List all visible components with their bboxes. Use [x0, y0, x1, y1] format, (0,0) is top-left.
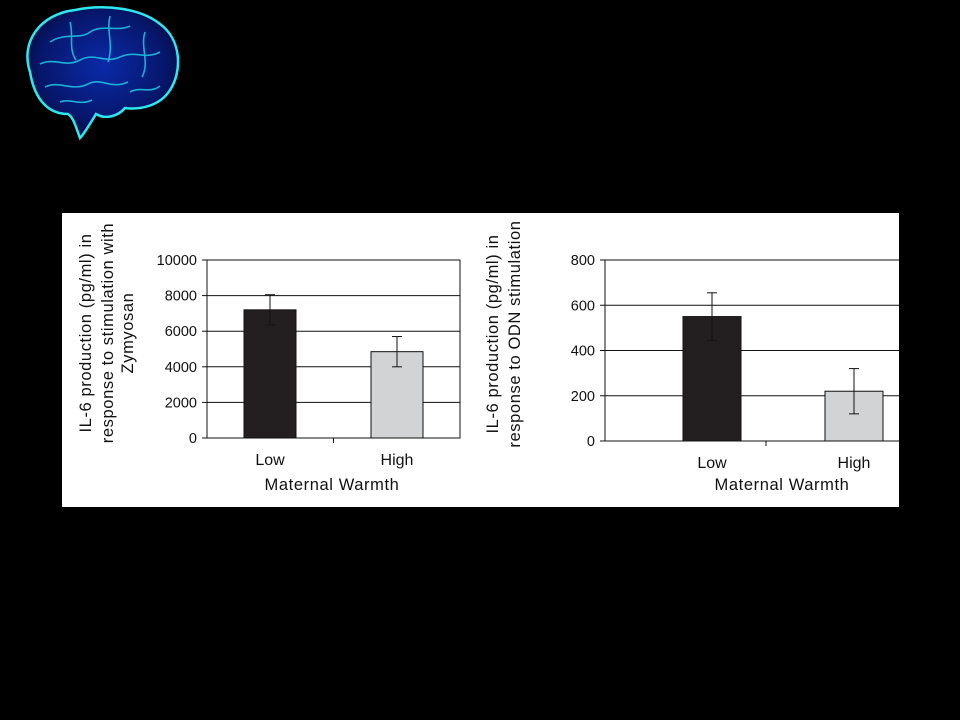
y-tick-label: 800	[571, 253, 595, 269]
y-tick-label: 2000	[165, 395, 197, 411]
y-tick-label: 4000	[165, 360, 197, 376]
x-axis-title: Maternal Warmth	[715, 476, 850, 494]
brain-icon	[26, 6, 180, 141]
y-tick-label: 200	[571, 389, 595, 405]
x-category-label-low: Low	[697, 455, 727, 472]
y-axis-title-line-1: IL-6 production (pg/ml) in	[77, 233, 95, 432]
bar-low	[243, 309, 297, 439]
y-tick-label: 0	[189, 431, 197, 447]
y-tick-label: 600	[571, 298, 595, 314]
y-tick-label: 0	[587, 434, 595, 450]
x-category-label-high: High	[838, 455, 871, 472]
y-tick-label: 8000	[165, 289, 197, 305]
x-axis-title: Maternal Warmth	[265, 476, 400, 494]
y-tick-label: 400	[571, 344, 595, 360]
y-axis-title-line-3: Zymyosan	[119, 293, 137, 374]
y-tick-label: 6000	[165, 324, 197, 340]
y-axis-title-line-2: response to ODN stimulation	[506, 220, 524, 447]
x-category-label-low: Low	[255, 452, 285, 469]
chart-zymosan: 0 2000 4000 6000 8000 10000 Low High Maternal …	[77, 223, 461, 494]
x-category-label-high: High	[381, 452, 414, 469]
y-axis-title-line-1: IL-6 production (pg/ml) in	[484, 234, 502, 433]
chart-odn: 0 200 400 600 800 Low High Maternal Warmth IL…	[484, 220, 899, 494]
y-axis-title-line-2: response to stimulation with	[99, 223, 117, 443]
figure-panel: 0 2000 4000 6000 8000 10000 Low High Maternal …	[62, 213, 899, 507]
y-tick-label: 10000	[157, 253, 197, 269]
